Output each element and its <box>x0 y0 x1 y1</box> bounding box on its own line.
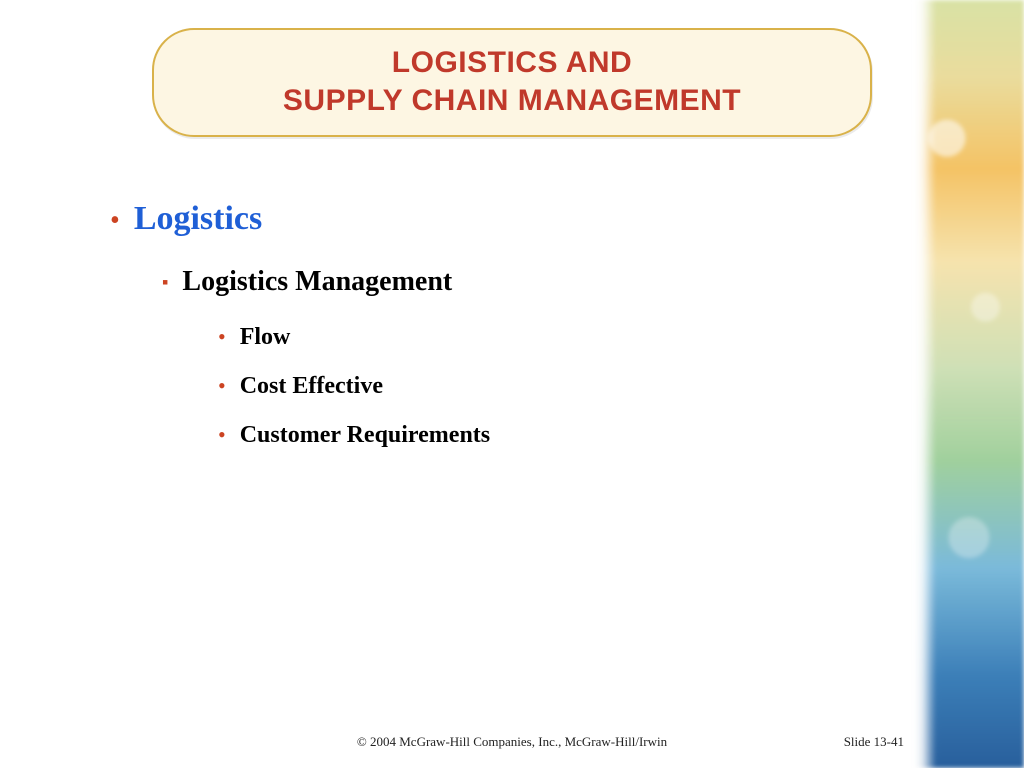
bullet-icon: • <box>218 375 226 397</box>
bullet-icon: ▪ <box>162 273 168 291</box>
level3-text: Cost Effective <box>240 373 383 400</box>
title-pill: LOGISTICS AND SUPPLY CHAIN MANAGEMENT <box>152 28 872 137</box>
bullet-level-3-list: • Flow • Cost Effective • Customer Requi… <box>218 324 884 449</box>
title-line-2: SUPPLY CHAIN MANAGEMENT <box>283 84 741 117</box>
bullet-icon: • <box>218 326 226 348</box>
decorative-right-strip <box>914 0 1024 768</box>
bullet-icon: • <box>218 424 226 446</box>
content-area: • Logistics ▪ Logistics Management • Flo… <box>110 200 884 471</box>
bullet-level-1: • Logistics <box>110 200 884 238</box>
level1-text: Logistics <box>134 200 262 238</box>
slide-title: LOGISTICS AND SUPPLY CHAIN MANAGEMENT <box>182 44 842 119</box>
bullet-level-3: • Cost Effective <box>218 373 884 400</box>
bullet-level-3: • Flow <box>218 324 884 351</box>
bullet-icon: • <box>110 207 120 235</box>
level2-text: Logistics Management <box>182 266 452 298</box>
footer: © 2004 McGraw-Hill Companies, Inc., McGr… <box>0 734 1024 754</box>
level3-text: Flow <box>240 324 291 351</box>
bullet-level-2: ▪ Logistics Management <box>162 266 884 298</box>
slide: LOGISTICS AND SUPPLY CHAIN MANAGEMENT • … <box>0 0 1024 768</box>
copyright-text: © 2004 McGraw-Hill Companies, Inc., McGr… <box>357 734 667 750</box>
bullet-level-3: • Customer Requirements <box>218 422 884 449</box>
title-line-1: LOGISTICS AND <box>392 46 632 79</box>
slide-number: Slide 13-41 <box>844 734 904 750</box>
level3-text: Customer Requirements <box>240 422 490 449</box>
